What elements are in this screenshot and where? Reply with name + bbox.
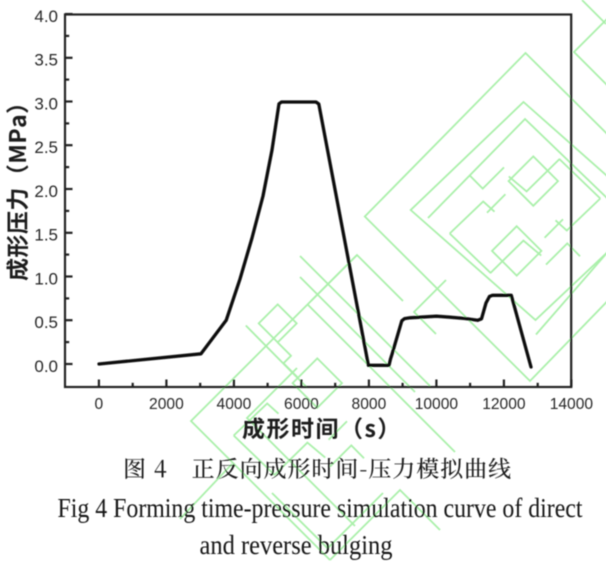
- svg-text:and reverse bulging: and reverse bulging: [200, 530, 393, 560]
- svg-text:Fig 4 Forming time-pressure si: Fig 4 Forming time-pressure simulation c…: [58, 493, 583, 523]
- svg-text:3.0: 3.0: [34, 94, 58, 113]
- svg-text:3.5: 3.5: [34, 51, 58, 70]
- svg-text:4000: 4000: [217, 396, 252, 413]
- svg-text:2.5: 2.5: [34, 138, 58, 157]
- svg-text:4.0: 4.0: [34, 7, 58, 26]
- svg-text:0: 0: [95, 396, 104, 413]
- svg-text:1.5: 1.5: [34, 226, 58, 245]
- svg-text:2.0: 2.0: [34, 182, 58, 201]
- svg-text:1.0: 1.0: [34, 269, 58, 288]
- svg-text:8000: 8000: [352, 396, 387, 413]
- svg-text:0.0: 0.0: [34, 357, 58, 376]
- svg-text:2000: 2000: [149, 396, 184, 413]
- svg-text:12000: 12000: [482, 396, 526, 413]
- svg-text:10000: 10000: [415, 396, 459, 413]
- svg-text:0.5: 0.5: [34, 313, 58, 332]
- svg-text:14000: 14000: [550, 396, 594, 413]
- svg-text:6000: 6000: [284, 396, 319, 413]
